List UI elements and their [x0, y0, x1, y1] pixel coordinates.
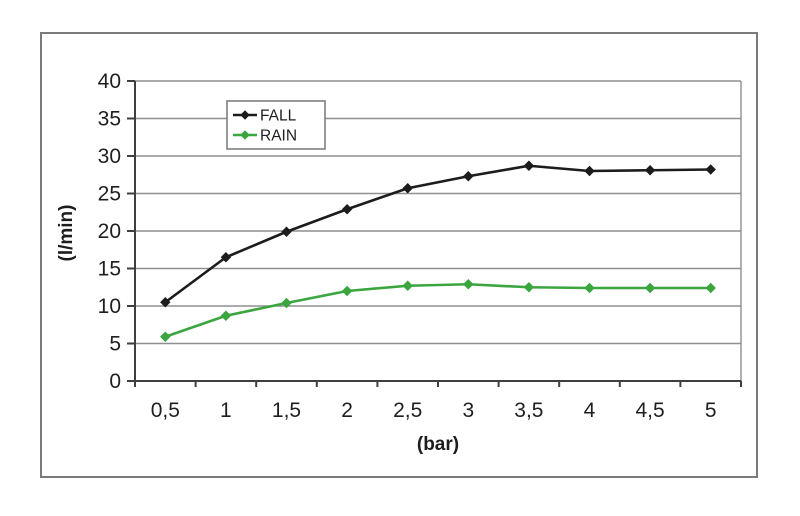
y-axis-title: (l/min) [56, 204, 77, 262]
chart-frame [40, 32, 758, 478]
x-axis-title: (bar) [416, 434, 460, 455]
